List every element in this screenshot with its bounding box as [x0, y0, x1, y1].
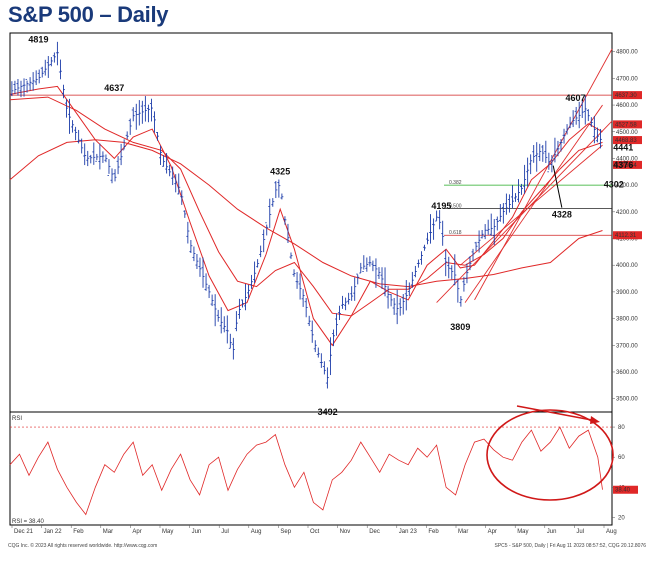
price-bars — [10, 41, 602, 389]
x-tick-label: Feb — [73, 529, 84, 535]
price-annotation: 4328 — [552, 210, 572, 220]
x-tick-label: Dec 21 — [14, 529, 34, 535]
moving-average-line — [9, 85, 603, 347]
x-tick-label: Nov — [340, 529, 351, 535]
x-tick-label: Jan 22 — [44, 529, 63, 535]
rsi-legend: RSI = 38.40 — [12, 519, 45, 525]
price-label-box — [613, 136, 642, 145]
rsi-value-label: 38.40 — [615, 488, 631, 494]
rsi-panel-frame — [9, 411, 613, 526]
rsi-y-tick-label: 60 — [618, 455, 625, 461]
x-tick-label: Mar — [103, 529, 113, 535]
annotation-arrow — [552, 165, 563, 208]
moving-average-line — [9, 139, 603, 288]
price-y-tick-label: 4600.00 — [616, 103, 638, 109]
x-tick-label: Jul — [221, 529, 229, 535]
chart-title: S&P 500 – Daily — [8, 2, 169, 27]
price-annotation: 4195 — [431, 201, 451, 211]
price-annotation: 3809 — [450, 322, 470, 332]
x-tick-label: May — [517, 529, 528, 535]
price-annotation: 3492 — [318, 407, 338, 417]
x-tick-label: Aug — [606, 529, 617, 535]
x-tick-label: Jun — [192, 529, 202, 535]
fib-level-label: 0.618 — [449, 230, 462, 236]
price-y-tick-label: 4100.00 — [616, 237, 638, 243]
footer-right: SPC5 - S&P 500, Daily | Fri Aug 11 2023 … — [495, 543, 647, 549]
price-label-box — [613, 91, 642, 100]
price-y-tick-label: 3500.00 — [616, 397, 638, 403]
price-y-tick-label: 4400.00 — [616, 156, 638, 162]
trendline — [460, 144, 603, 266]
price-y-tick-label: 4800.00 — [616, 50, 638, 56]
price-y-tick-label: 3700.00 — [616, 343, 638, 349]
rsi-value-box — [613, 485, 638, 494]
price-label-text: 4375.84 — [615, 163, 637, 169]
price-label-text: 4527.58 — [615, 122, 637, 128]
price-y-tick-label: 3800.00 — [616, 317, 638, 323]
price-label-text: 4468.83 — [615, 138, 637, 144]
fib-level-label: 0.500 — [449, 203, 462, 209]
x-tick-label: Feb — [428, 529, 439, 535]
price-annotation: 4376 — [613, 160, 633, 170]
price-y-tick-label: 4200.00 — [616, 210, 638, 216]
price-y-tick-label: 3900.00 — [616, 290, 638, 296]
x-tick-label: Jul — [576, 529, 584, 535]
trendline — [464, 104, 603, 303]
fib-level-label: 0.382 — [449, 180, 462, 186]
price-y-tick-label: 4300.00 — [616, 183, 638, 189]
x-tick-label: Sep — [280, 529, 291, 535]
price-annotation: 4441 — [613, 143, 633, 153]
trendline — [436, 120, 613, 303]
rsi-title: RSI — [12, 416, 22, 422]
footer-left: CQG Inc. © 2023 All rights reserved worl… — [8, 542, 157, 549]
price-annotation: 4819 — [28, 35, 48, 45]
price-label-text: 4637.30 — [615, 93, 637, 99]
divergence-arrow — [516, 405, 598, 422]
x-tick-label: Oct — [310, 529, 320, 535]
price-y-tick-label: 4500.00 — [616, 130, 638, 136]
rsi-line — [9, 426, 603, 516]
trendline — [474, 48, 613, 301]
x-tick-label: May — [162, 529, 173, 535]
price-annotation: 4607 — [566, 93, 586, 103]
x-tick-label: Jun — [547, 529, 557, 535]
price-label-text: 4112.31 — [615, 233, 637, 239]
rsi-y-tick-label: 80 — [618, 425, 625, 431]
price-y-tick-label: 4700.00 — [616, 76, 638, 82]
price-annotation: 4637 — [104, 83, 124, 93]
price-annotation: 4302 — [604, 180, 624, 190]
x-tick-label: Jan 23 — [399, 529, 418, 535]
divergence-circle — [486, 409, 614, 501]
divergence-arrowhead — [590, 416, 600, 424]
x-tick-label: Aug — [251, 529, 262, 535]
price-y-tick-label: 4000.00 — [616, 263, 638, 269]
price-panel-frame — [9, 32, 613, 413]
price-label-box — [613, 160, 642, 169]
rsi-y-tick-label: 20 — [618, 515, 625, 521]
price-y-tick-label: 3600.00 — [616, 370, 638, 376]
moving-average-line — [9, 96, 603, 317]
x-tick-label: Apr — [488, 529, 497, 535]
x-tick-label: Dec — [369, 529, 380, 535]
price-label-box — [613, 231, 642, 240]
x-tick-label: Mar — [458, 529, 468, 535]
price-annotation: 4325 — [270, 166, 290, 176]
x-tick-label: Apr — [132, 529, 141, 535]
price-label-box — [613, 120, 642, 129]
